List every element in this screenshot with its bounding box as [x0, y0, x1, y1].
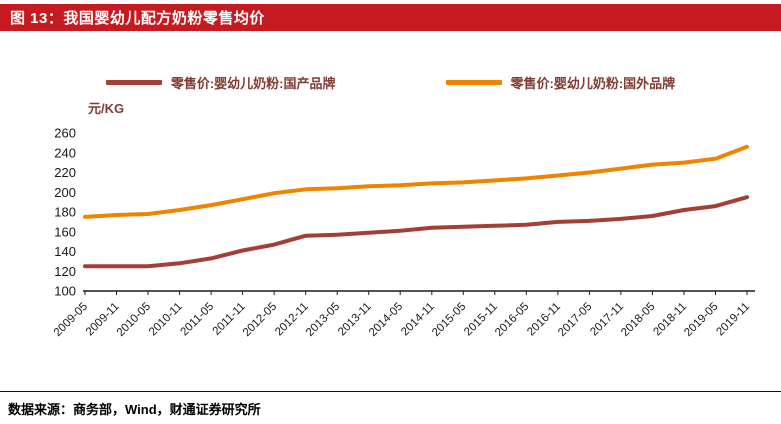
svg-text:2010-11: 2010-11 — [147, 301, 185, 339]
data-source: 数据来源：商务部，Wind，财通证券研究所 — [0, 391, 781, 418]
svg-text:2014-05: 2014-05 — [367, 301, 405, 339]
y-axis-unit-label: 元/KG — [88, 101, 125, 116]
svg-text:2009-05: 2009-05 — [52, 301, 90, 339]
legend-label-domestic: 零售价:婴幼儿奶粉:国产品牌 — [170, 76, 336, 91]
svg-text:2012-05: 2012-05 — [241, 301, 279, 339]
svg-text:220: 220 — [54, 165, 76, 180]
svg-text:100: 100 — [54, 284, 76, 299]
svg-text:200: 200 — [54, 185, 76, 200]
chart-legend: 零售价:婴幼儿奶粉:国产品牌 零售价:婴幼儿奶粉:国外品牌 — [0, 73, 781, 92]
svg-text:2010-05: 2010-05 — [115, 301, 153, 339]
svg-text:120: 120 — [54, 264, 76, 279]
legend-item-foreign: 零售价:婴幼儿奶粉:国外品牌 — [445, 73, 676, 92]
svg-text:2015-05: 2015-05 — [430, 301, 468, 339]
legend-label-foreign: 零售价:婴幼儿奶粉:国外品牌 — [510, 76, 676, 91]
svg-text:160: 160 — [54, 224, 76, 239]
figure-title: 图 13：我国婴幼儿配方奶粉零售均价 — [10, 10, 265, 27]
svg-text:240: 240 — [54, 145, 76, 160]
svg-text:2013-05: 2013-05 — [304, 301, 342, 339]
svg-text:2019-05: 2019-05 — [682, 301, 720, 339]
legend-item-domestic: 零售价:婴幼儿奶粉:国产品牌 — [105, 73, 336, 92]
svg-text:2017-05: 2017-05 — [556, 301, 594, 339]
figure-title-bar: 图 13：我国婴幼儿配方奶粉零售均价 — [0, 4, 781, 31]
price-line-chart: 1001201401601802002202402602009-052009-1… — [52, 126, 755, 339]
svg-text:180: 180 — [54, 205, 76, 220]
legend-line-foreign-icon — [445, 80, 502, 85]
svg-text:260: 260 — [54, 126, 76, 141]
svg-text:2018-05: 2018-05 — [619, 301, 657, 339]
svg-text:2011-05: 2011-05 — [178, 301, 216, 339]
svg-text:140: 140 — [54, 244, 76, 259]
legend-line-domestic-icon — [105, 80, 162, 85]
svg-text:2019-11: 2019-11 — [714, 301, 752, 339]
svg-text:2016-05: 2016-05 — [493, 301, 531, 339]
data-source-text: 数据来源：商务部，Wind，财通证券研究所 — [8, 402, 261, 417]
